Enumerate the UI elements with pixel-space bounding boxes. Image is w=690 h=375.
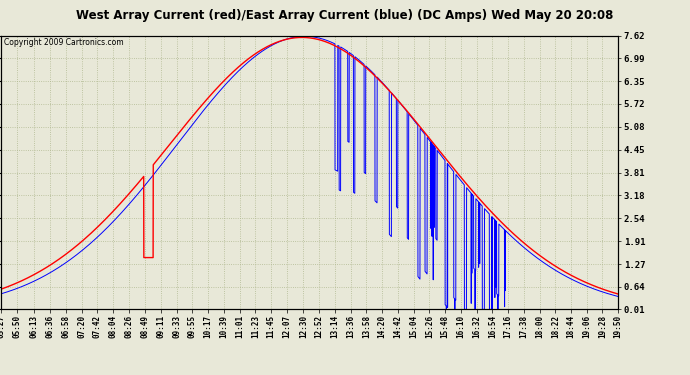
Text: West Array Current (red)/East Array Current (blue) (DC Amps) Wed May 20 20:08: West Array Current (red)/East Array Curr… <box>77 9 613 22</box>
Text: Copyright 2009 Cartronics.com: Copyright 2009 Cartronics.com <box>3 38 124 47</box>
